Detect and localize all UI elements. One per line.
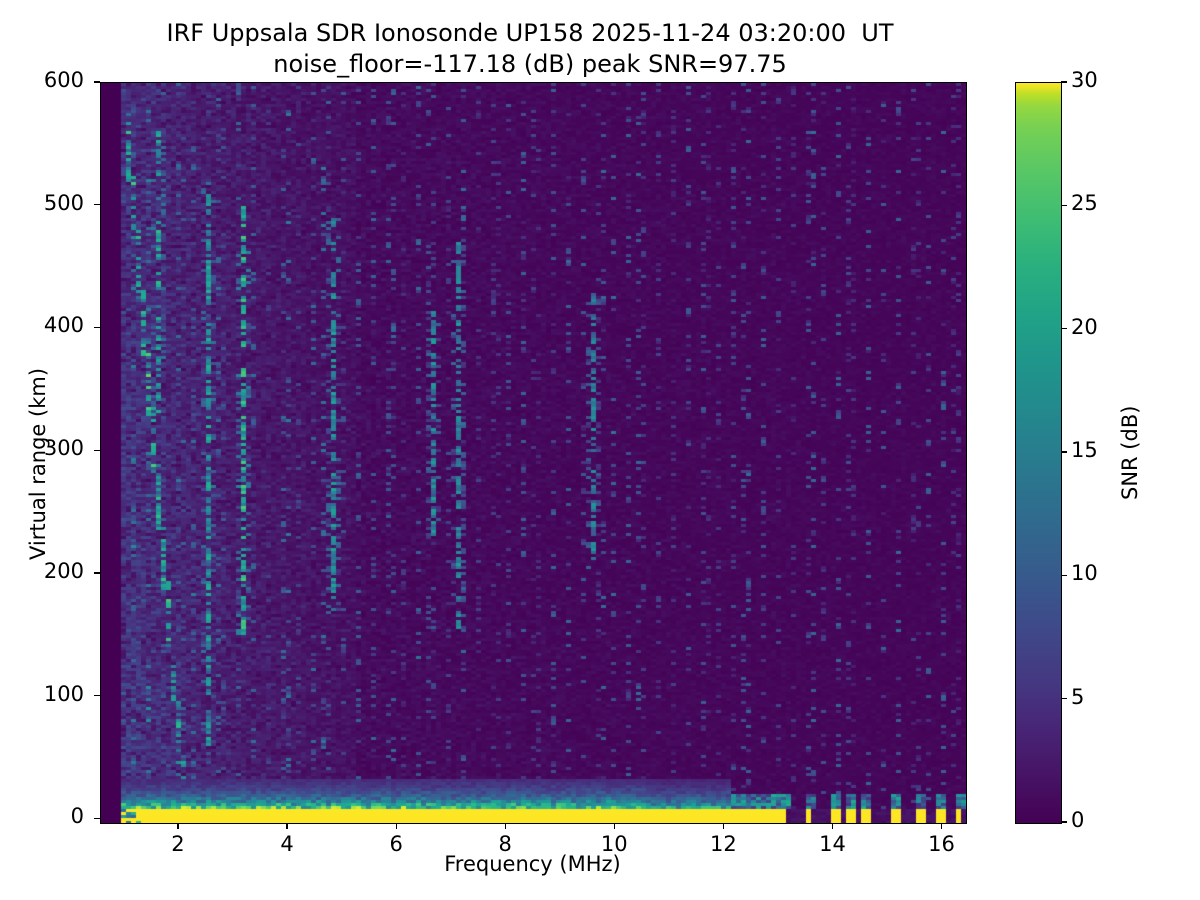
x-tick-label: 2 xyxy=(171,832,185,856)
y-tick-label: 300 xyxy=(43,436,84,461)
colorbar-tick-label: 25 xyxy=(1071,191,1098,216)
y-tick-label: 200 xyxy=(43,558,84,583)
y-tick-mark xyxy=(94,81,100,83)
y-tick-mark xyxy=(94,326,100,329)
y-tick-mark xyxy=(94,204,100,206)
colorbar-label: SNR (dB) xyxy=(1118,405,1142,500)
x-tick-mark xyxy=(177,823,179,830)
colorbar-tick-label: 5 xyxy=(1071,684,1085,709)
colorbar-tick-mark xyxy=(1061,204,1068,206)
x-tick-mark xyxy=(286,823,288,830)
ionogram-plot-area xyxy=(100,82,967,824)
colorbar xyxy=(1015,82,1062,824)
x-tick-label: 4 xyxy=(280,832,294,856)
x-tick-mark xyxy=(613,823,615,830)
x-tick-label: 10 xyxy=(600,832,628,856)
colorbar-tick-mark xyxy=(1061,81,1068,83)
colorbar-tick-label: 15 xyxy=(1071,438,1098,462)
y-tick-label: 500 xyxy=(43,190,84,215)
x-tick-mark xyxy=(504,823,506,830)
colorbar-tick-mark xyxy=(1061,574,1068,576)
y-tick-label: 100 xyxy=(43,681,84,706)
title-line-2: noise_floor=-117.18 (dB) peak SNR=97.75 xyxy=(273,50,787,79)
colorbar-tick-mark xyxy=(1061,451,1068,453)
colorbar-tick-mark xyxy=(1061,328,1068,330)
y-tick-mark xyxy=(94,449,100,451)
y-axis-label: Virtual range (km) xyxy=(26,367,50,560)
y-tick-label: 600 xyxy=(43,68,84,92)
y-tick-mark xyxy=(94,817,100,819)
y-tick-label: 400 xyxy=(43,313,84,338)
x-tick-label: 16 xyxy=(928,832,955,856)
x-tick-mark xyxy=(940,823,943,830)
x-tick-label: 14 xyxy=(819,832,846,856)
colorbar-tick-label: 30 xyxy=(1071,68,1098,92)
x-axis-label: Frequency (MHz) xyxy=(444,852,621,876)
x-tick-label: 8 xyxy=(498,832,512,856)
y-tick-label: 0 xyxy=(70,804,84,829)
colorbar-tick-label: 10 xyxy=(1071,561,1098,586)
x-tick-mark xyxy=(722,823,725,830)
x-tick-label: 12 xyxy=(710,832,737,856)
y-tick-mark xyxy=(94,572,100,574)
colorbar-tick-label: 0 xyxy=(1071,808,1085,832)
x-tick-label: 6 xyxy=(389,832,403,856)
y-tick-mark xyxy=(94,694,100,697)
colorbar-tick-mark xyxy=(1061,698,1068,700)
x-tick-mark xyxy=(395,823,397,830)
ionogram-heatmap xyxy=(101,83,966,823)
figure-title: IRF Uppsala SDR Ionosonde UP158 2025-11-… xyxy=(0,18,1060,80)
x-tick-mark xyxy=(831,823,834,830)
colorbar-tick-label: 20 xyxy=(1071,314,1098,339)
title-line-1: IRF Uppsala SDR Ionosonde UP158 2025-11-… xyxy=(166,19,894,47)
colorbar-tick-mark xyxy=(1061,821,1068,823)
